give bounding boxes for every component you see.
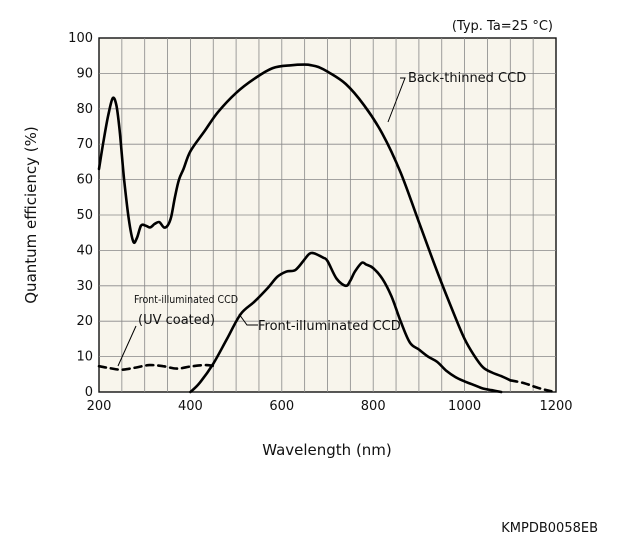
y-tick-label: 10 [76, 350, 93, 365]
front-illuminated-label: Front-illuminated CCD [258, 319, 401, 334]
y-tick-label: 30 [76, 279, 93, 294]
x-axis-title: Wavelength (nm) [262, 441, 392, 459]
series-back-thinned-ccd [97, 63, 512, 382]
y-tick-label: 50 [76, 208, 93, 223]
x-tick-label: 400 [178, 399, 203, 414]
front-illuminated-leader [238, 313, 258, 326]
condition-note: (Typ. Ta=25 °C) [452, 19, 553, 34]
front-uv-leader [117, 325, 137, 367]
document-code: KMPDB0058EB [501, 521, 598, 536]
x-tick-label: 800 [361, 399, 386, 414]
x-tick-labels: 200 400 600 800 1000 1200 [87, 399, 573, 414]
y-tick-label: 90 [76, 66, 93, 81]
front-uv-label-line1: Front-illuminated CCD [134, 293, 238, 306]
y-tick-label: 40 [76, 243, 93, 258]
y-tick-label: 20 [76, 314, 93, 329]
y-tick-label: 70 [76, 137, 93, 152]
curves [97, 63, 553, 394]
grid [99, 38, 556, 392]
x-tick-label: 600 [269, 399, 294, 414]
y-tick-label: 0 [85, 385, 93, 400]
x-tick-label: 1200 [539, 399, 572, 414]
y-tick-labels: 0 10 20 30 40 50 60 70 80 90 100 [68, 31, 93, 400]
back-thinned-label: Back-thinned CCD [408, 71, 526, 86]
front-uv-label-line2: (UV coated) [138, 313, 215, 328]
x-tick-label: 200 [87, 399, 112, 414]
series-front-illuminated-ccd [189, 251, 503, 394]
back-thinned-leader [387, 77, 406, 123]
x-tick-label: 1000 [448, 399, 481, 414]
y-axis-title: Quantum efficiency (%) [22, 126, 40, 304]
series-front-illuminated-ccd-uv-coated [97, 363, 215, 372]
y-tick-label: 60 [76, 173, 93, 188]
series-back-thinned-ccd-extrapolated [509, 379, 553, 393]
y-tick-label: 80 [76, 102, 93, 117]
y-tick-label: 100 [68, 31, 93, 46]
